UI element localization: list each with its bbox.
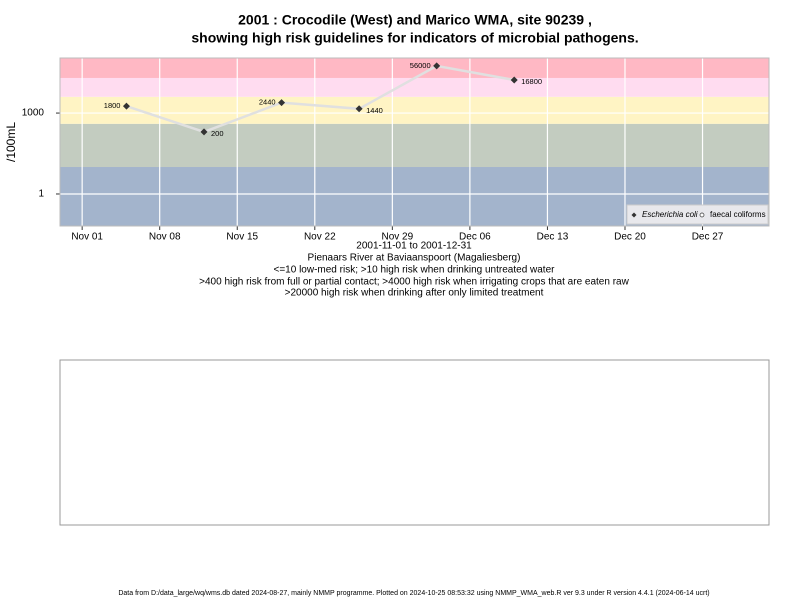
x-tick-label: Dec 27 — [692, 232, 724, 243]
chart-title: showing high risk guidelines for indicat… — [191, 30, 638, 46]
x-tick-label: Nov 01 — [71, 232, 103, 243]
x-tick-label: Nov 29 — [382, 232, 414, 243]
legend-label: Escherichia coli — [642, 210, 698, 219]
data-label: 1800 — [104, 101, 121, 110]
empty-panel — [59, 359, 770, 526]
data-label: 1440 — [366, 106, 383, 115]
legend-marker — [699, 212, 705, 218]
note: <=10 low-med risk; >10 high risk when dr… — [274, 265, 556, 276]
data-point — [200, 128, 208, 136]
footer: Data from D:/data_large/wq/wms.db dated … — [118, 590, 709, 597]
note: Pienaars River at Baviaanspoort (Magalie… — [308, 253, 521, 264]
data-point — [278, 99, 286, 107]
x-tick-label: Dec 06 — [459, 232, 491, 243]
data-point — [122, 102, 130, 110]
risk-band — [60, 77, 769, 97]
x-tick-label: Nov 22 — [304, 232, 336, 243]
x-tick-label: Nov 15 — [226, 232, 258, 243]
y-axis-label: /100mL — [4, 122, 18, 162]
note: >20000 high risk when drinking after onl… — [285, 288, 544, 299]
data-label: 56000 — [410, 61, 431, 70]
risk-band — [60, 123, 769, 168]
y-tick-label: 1 — [38, 189, 44, 200]
legend-label: faecal coliforms — [710, 210, 766, 219]
series-line — [126, 64, 515, 134]
data-label: 16800 — [521, 77, 542, 86]
x-tick-label: Dec 13 — [537, 232, 569, 243]
plot-frame — [59, 57, 770, 227]
y-tick-label: 1000 — [22, 108, 45, 119]
data-point — [510, 76, 518, 84]
chart-title: 2001 : Crocodile (West) and Marico WMA, … — [238, 12, 592, 28]
legend-marker — [631, 212, 637, 218]
data-point — [355, 105, 363, 113]
note: >400 high risk from full or partial cont… — [199, 277, 629, 288]
data-label: 200 — [211, 129, 224, 138]
x-axis-label: 2001-11-01 to 2001-12-31 — [356, 241, 472, 252]
data-point — [433, 62, 441, 70]
x-tick-label: Dec 20 — [614, 232, 646, 243]
data-label: 2440 — [259, 98, 276, 107]
x-tick-label: Nov 08 — [149, 232, 181, 243]
legend-box — [626, 204, 769, 225]
risk-band — [60, 96, 769, 124]
